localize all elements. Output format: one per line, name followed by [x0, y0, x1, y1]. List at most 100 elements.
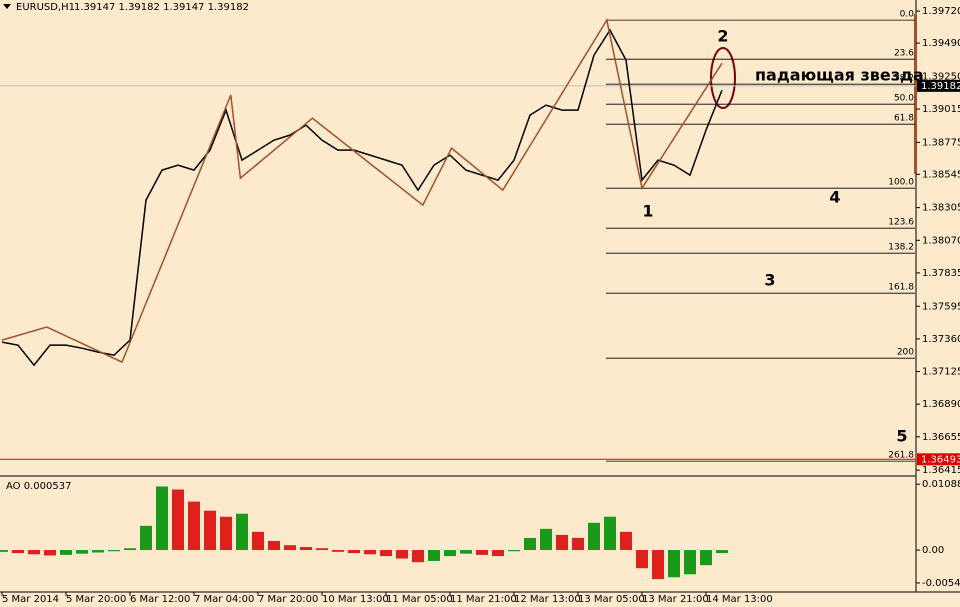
ao-bar: [332, 550, 344, 552]
ao-bar: [284, 545, 296, 551]
fib-label: 100.0: [888, 178, 914, 188]
ao-bar: [300, 547, 312, 551]
ao-bar: [252, 531, 264, 551]
ao-bar: [604, 516, 616, 551]
y-tick-label: 1.39490: [922, 38, 960, 49]
fib-label: 200: [897, 348, 914, 358]
fib-label: 161.8: [888, 283, 914, 293]
y-tick-label: 0.010881: [922, 479, 960, 490]
ao-bar: [428, 550, 440, 561]
fib-label: 50.0: [894, 94, 914, 104]
ao-bar: [204, 510, 216, 551]
ao-bar: [620, 531, 632, 551]
annotation: падающая звезда: [755, 66, 924, 85]
fib-label: 138.2: [888, 243, 914, 253]
fib-label: 0.0: [900, 10, 915, 20]
ao-bar: [316, 548, 328, 551]
current-price-box: [917, 79, 960, 92]
ao-bar: [44, 550, 56, 556]
x-tick-label: 5 Mar 20:00: [66, 594, 126, 605]
ao-bar: [588, 522, 600, 551]
y-tick-label: 1.37835: [922, 268, 960, 279]
y-tick-label: 1.36655: [922, 432, 960, 443]
y-tick-label: 1.37595: [922, 301, 960, 312]
chart-title: EURUSD,H1: [16, 2, 75, 13]
fib-label: 61.8: [894, 114, 914, 124]
ao-bar: [12, 550, 24, 554]
annotation: 3: [764, 271, 775, 290]
ao-bar: [364, 550, 376, 555]
ao-bar: [76, 550, 88, 554]
y-tick-label: 1.39720: [922, 6, 960, 17]
ao-bar: [524, 537, 536, 551]
y-tick-label: 1.39015: [922, 104, 960, 115]
x-tick-label: 12 Mar 13:00: [514, 594, 581, 605]
ao-bar: [636, 550, 648, 569]
x-tick-label: 13 Mar 21:00: [642, 594, 709, 605]
ao-bar: [140, 525, 152, 551]
y-tick-label: 1.39250: [922, 71, 960, 82]
ao-bar: [540, 528, 552, 551]
ao-bar: [460, 550, 472, 554]
ao-bar: [412, 550, 424, 563]
y-tick-label: 1.36890: [922, 399, 960, 410]
fib-label: 23.6: [894, 49, 914, 59]
fib-label: 261.8: [888, 451, 914, 461]
annotation: 1: [642, 202, 653, 221]
y-tick-label: 1.36415: [922, 465, 960, 476]
ao-bar: [668, 550, 680, 578]
y-tick-label: 1.38775: [922, 137, 960, 148]
x-tick-label: 6 Mar 12:00: [130, 594, 190, 605]
ao-bar: [476, 550, 488, 555]
ao-bar: [556, 534, 568, 551]
stop-box: [917, 453, 960, 466]
annotation: 2: [717, 27, 728, 46]
ao-bar: [444, 550, 456, 557]
annotation: 4: [829, 188, 840, 207]
ao-bar: [396, 550, 408, 559]
ao-bar: [124, 548, 136, 551]
x-tick-label: 11 Mar 05:00: [386, 594, 453, 605]
indicator-title: AO 0.000537: [6, 481, 71, 492]
y-tick-label: 0.00: [922, 545, 944, 556]
ao-bar: [0, 550, 8, 552]
ao-bar: [700, 550, 712, 566]
ao-bar: [348, 550, 360, 554]
ao-bar: [268, 540, 280, 551]
ao-bar: [652, 550, 664, 580]
x-tick-label: 5 Mar 2014: [2, 594, 59, 605]
ao-bar: [108, 550, 120, 552]
y-tick-label: 1.37125: [922, 367, 960, 378]
x-tick-label: 7 Mar 20:00: [258, 594, 318, 605]
y-tick-label: 1.38545: [922, 169, 960, 180]
ao-bar: [220, 516, 232, 551]
x-tick-label: 11 Mar 21:00: [450, 594, 517, 605]
x-tick-label: 7 Mar 04:00: [194, 594, 254, 605]
menu-triangle: [3, 4, 11, 9]
ao-bar: [716, 550, 728, 554]
highlight-ellipse: [710, 47, 736, 109]
ao-bar: [28, 550, 40, 555]
current-price-label: 1.39182: [921, 81, 960, 92]
zigzag-line: [1, 18, 723, 364]
y-tick-label: 1.38305: [922, 203, 960, 214]
ao-bar: [572, 537, 584, 551]
ao-bar: [92, 550, 104, 553]
annotation: 5: [896, 427, 907, 446]
ao-bar: [508, 550, 520, 552]
ao-bar: [60, 550, 72, 555]
ao-bar: [380, 550, 392, 557]
y-tick-label: -0.005434: [922, 578, 960, 589]
y-tick-label: 1.37360: [922, 334, 960, 345]
x-tick-label: 10 Mar 13:00: [322, 594, 389, 605]
range-bar: [914, 14, 917, 174]
fib-label: 38.2: [894, 74, 914, 84]
price-line: [1, 28, 723, 367]
ao-bar: [188, 501, 200, 551]
ao-bar: [492, 550, 504, 557]
x-tick-label: 14 Mar 13:00: [706, 594, 773, 605]
chart-subtitle: 1.39147 1.39182 1.39147 1.39182: [74, 2, 249, 13]
ao-bar: [156, 486, 168, 551]
